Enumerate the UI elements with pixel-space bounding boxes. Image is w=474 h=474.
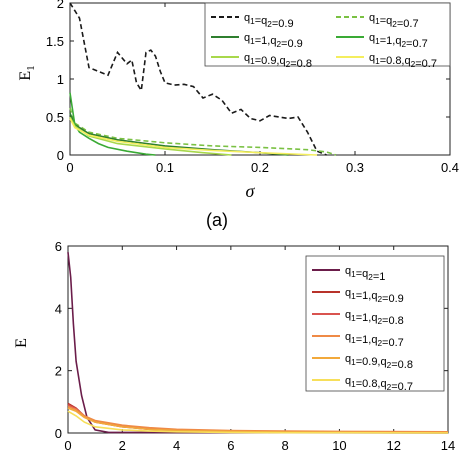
- panel-b-series-line-2: [67, 402, 449, 434]
- panel-a-xtick-label: 0.1: [156, 160, 174, 175]
- panel-a-ytick-label: 1.5: [46, 34, 64, 49]
- panel-b-series-line-3: [67, 404, 449, 434]
- panel-b-xtick-label: 8: [282, 438, 289, 453]
- panel-a-ytick-label: 0.5: [46, 110, 64, 125]
- panel-a-ytick-label: 0: [57, 148, 64, 163]
- panel-a-caption: (a): [206, 210, 228, 230]
- panel-b-xtick-label: 0: [64, 438, 71, 453]
- panel-b-ylabel: E: [13, 338, 30, 348]
- panel-b-xtick-label: 14: [441, 438, 455, 453]
- panel-b-series-line-1: [67, 252, 449, 434]
- panel-a-legend-label-6: q1=0.8,q2=0.7: [369, 52, 437, 70]
- panel-b-legend-label-3: q1=1,q2=0.8: [345, 309, 404, 327]
- panel-a-legend-label-4: q1=1,q2=0.7: [369, 32, 428, 50]
- panel-b-ytick-label: 2: [55, 364, 62, 379]
- panel-a-xtick-label: 0: [66, 160, 73, 175]
- panel-b-legend-label-1: q1=q2=1: [345, 265, 385, 283]
- panel-a-legend-label-5: q1=0.9,q2=0.8: [244, 52, 312, 70]
- panel-b-xtick-label: 6: [227, 438, 234, 453]
- panel-b-series-line-5: [67, 407, 449, 434]
- panel-a-series-line-6: [69, 118, 318, 156]
- panel-b-series-line-6: [67, 410, 449, 434]
- panel-b-ytick-label: 4: [55, 301, 62, 316]
- panel-a-xlabel: σ: [246, 181, 256, 201]
- panel-b-xtick-label: 10: [332, 438, 346, 453]
- panel-a-series-line-2: [69, 107, 337, 156]
- panel-b-xtick-label: 2: [119, 438, 126, 453]
- panel-b-ytick-label: 0: [55, 426, 62, 441]
- panel-a-xtick-label: 0.3: [346, 160, 364, 175]
- panel-b-xtick-label: 4: [173, 438, 180, 453]
- panel-b-series-line-4: [67, 405, 449, 433]
- panel-a-legend-label-2: q1=q2=0.7: [369, 12, 419, 30]
- panel-a-ytick-label: 1: [57, 72, 64, 87]
- panel-b-legend-box: [305, 255, 445, 392]
- panel-a-xtick-label: 0.4: [441, 160, 459, 175]
- panel-a-legend-label-3: q1=1,q2=0.9: [244, 32, 303, 50]
- panel-b-legend-label-4: q1=1,q2=0.7: [345, 331, 404, 349]
- panel-a-legend-label-1: q1=q2=0.9: [244, 12, 294, 30]
- panel-b-legend-label-5: q1=0.9,q2=0.8: [345, 353, 413, 371]
- panel-a-xtick-label: 0.2: [251, 160, 269, 175]
- panel-a-series-line-1: [69, 2, 327, 156]
- panel-a-ytick-label: 2: [57, 0, 64, 11]
- panel-b-legend-label-6: q1=0.8,q2=0.7: [345, 375, 413, 393]
- panel-b-legend-label-2: q1=1,q2=0.9: [345, 287, 404, 305]
- panel-b-ytick-label: 6: [55, 239, 62, 254]
- panel-a-ylabel: E1: [17, 65, 37, 80]
- panel-b-xtick-label: 12: [386, 438, 400, 453]
- panel-a-legend-box: [204, 2, 451, 67]
